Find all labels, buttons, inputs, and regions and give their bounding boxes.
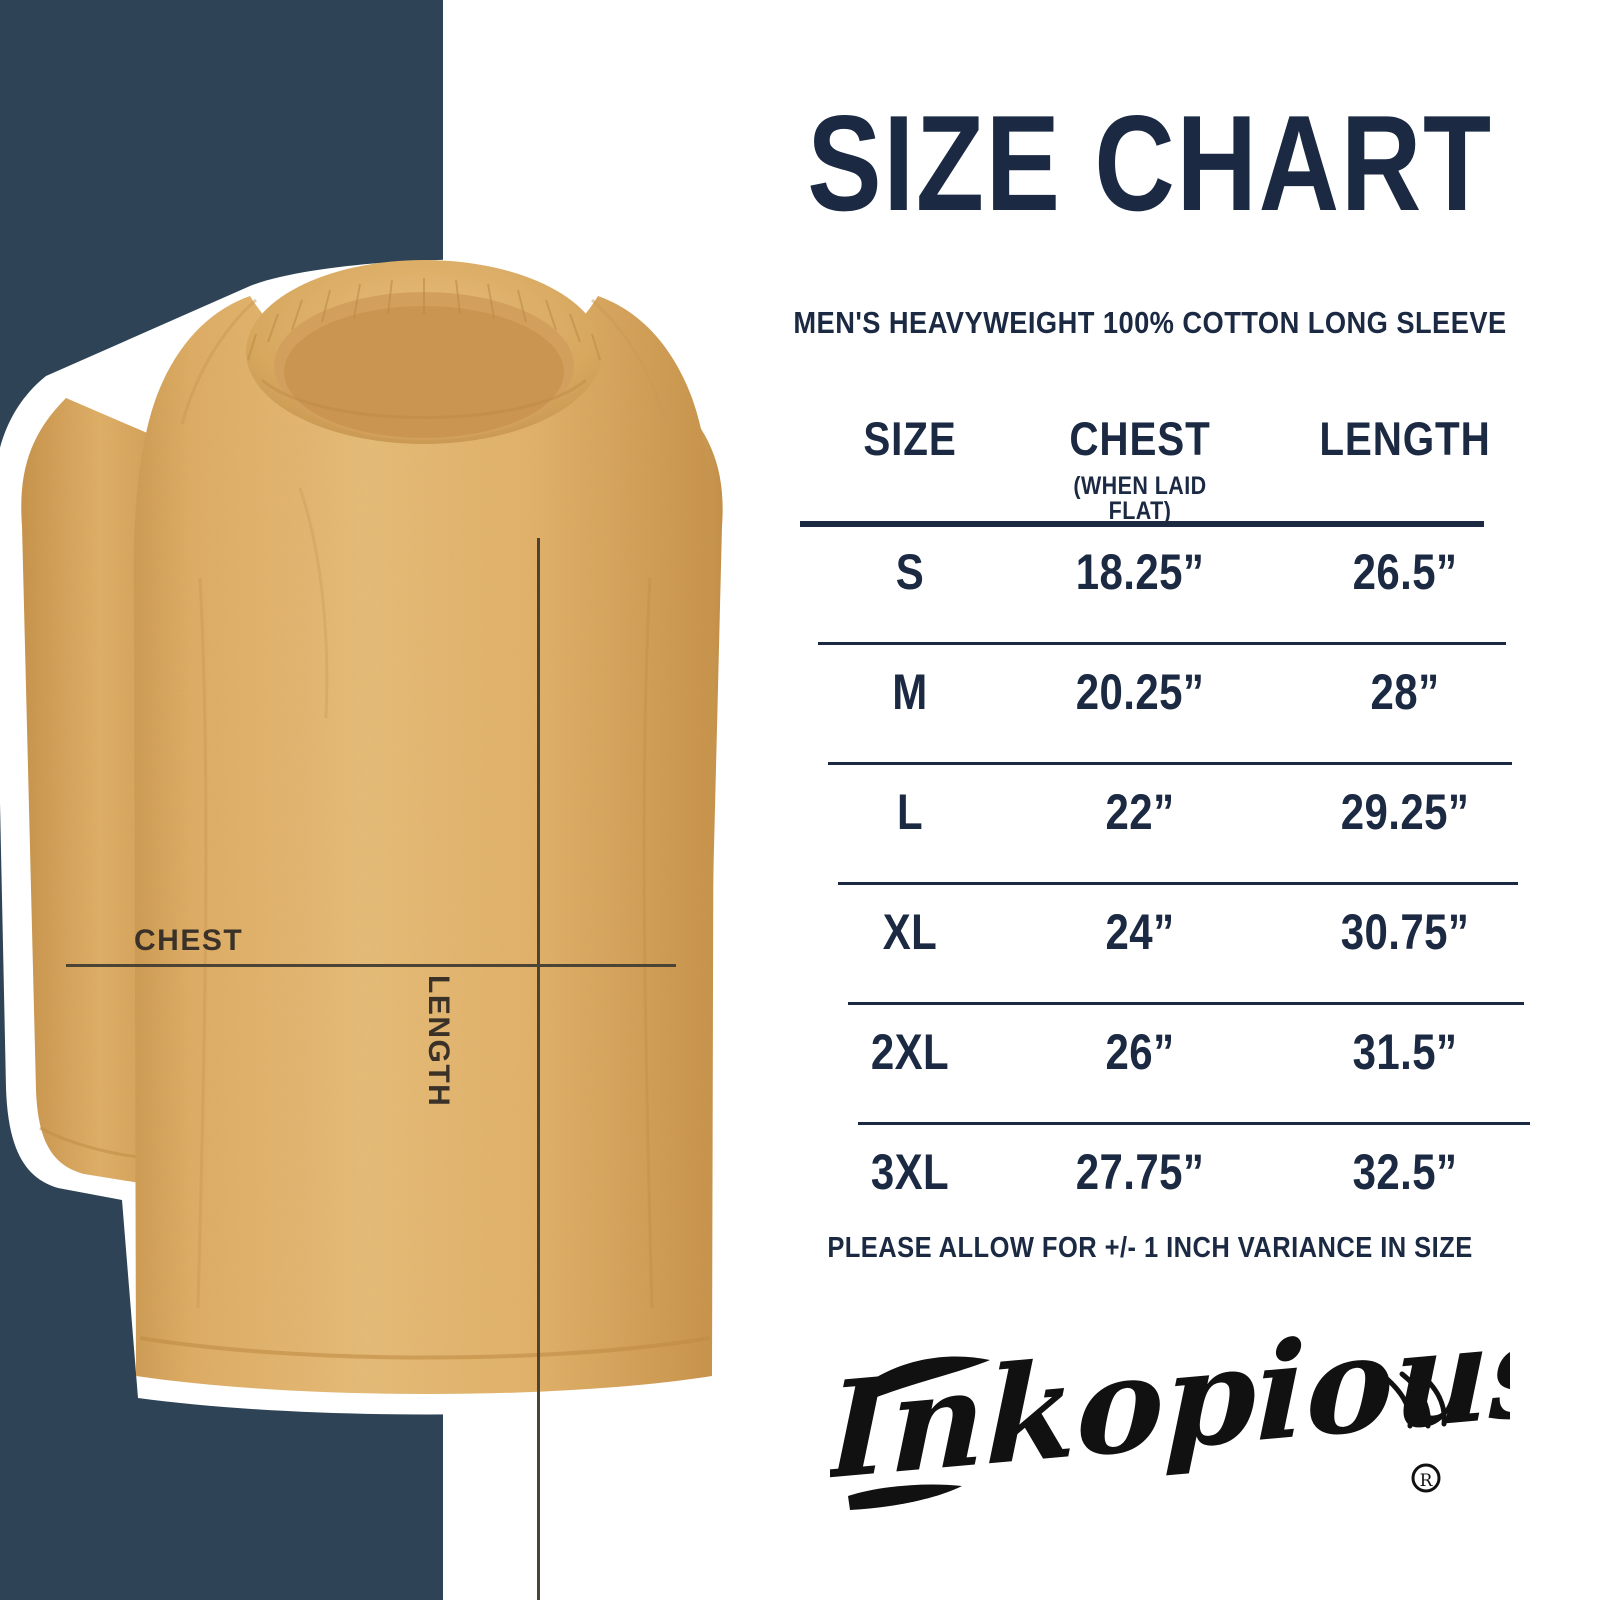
table-row: M 20.25” 28” xyxy=(800,645,1600,765)
cell-length: 26.5” xyxy=(1352,544,1458,600)
table-row: 2XL 26” 31.5” xyxy=(800,1005,1600,1125)
table-body: S 18.25” 26.5” M 20.25” 28” L 22” 29.25” XL 24” 30.… xyxy=(800,525,1600,1245)
row-divider xyxy=(848,1002,1524,1005)
cell-length: 30.75” xyxy=(1340,904,1470,960)
row-divider xyxy=(858,1122,1530,1125)
length-label: LENGTH xyxy=(422,975,455,1108)
logo-flick-bottom xyxy=(848,1484,962,1510)
page-subtitle: MEN'S HEAVYWEIGHT 100% COTTON LONG SLEEV… xyxy=(793,305,1507,340)
cell-chest: 27.75” xyxy=(1075,1144,1205,1200)
table-row: S 18.25” 26.5” xyxy=(800,525,1600,645)
cell-length: 28” xyxy=(1370,664,1440,720)
cell-size: XL xyxy=(882,904,938,960)
registered-trademark-icon: R xyxy=(1411,1463,1441,1493)
cell-size: L xyxy=(896,784,924,840)
cell-size: 2XL xyxy=(870,1024,950,1080)
variance-note: PLEASE ALLOW FOR +/- 1 INCH VARIANCE IN … xyxy=(827,1232,1473,1264)
cell-size: M xyxy=(892,664,928,720)
cell-chest: 20.25” xyxy=(1075,664,1205,720)
logo-brush-script: Inkopious R xyxy=(830,1318,1510,1510)
cell-size: S xyxy=(895,544,925,600)
table-header-row: SIZE CHEST (WHEN LAID FLAT) LENGTH xyxy=(800,415,1600,525)
cell-length: 32.5” xyxy=(1352,1144,1458,1200)
brand-logo: Inkopious R xyxy=(830,1318,1510,1548)
column-header-size: SIZE xyxy=(863,412,957,465)
size-table: SIZE CHEST (WHEN LAID FLAT) LENGTH S 18.2… xyxy=(800,415,1600,1245)
table-row: 3XL 27.75” 32.5” xyxy=(800,1125,1600,1245)
column-header-chest: CHEST (WHEN LAID FLAT) xyxy=(1041,415,1239,524)
table-row: L 22” 29.25” xyxy=(800,765,1600,885)
cell-length: 31.5” xyxy=(1352,1024,1458,1080)
cell-chest: 24” xyxy=(1105,904,1175,960)
product-shirt-image: CHEST LENGTH xyxy=(0,248,880,1600)
shirt-collar xyxy=(246,260,602,444)
chart-content-column: SIZE CHART MEN'S HEAVYWEIGHT 100% COTTON… xyxy=(700,0,1600,1600)
row-divider xyxy=(838,882,1518,885)
page-title: SIZE CHART xyxy=(807,87,1493,239)
cell-size: 3XL xyxy=(870,1144,950,1200)
chest-label: CHEST xyxy=(134,924,244,957)
logo-flick-top xyxy=(858,1356,990,1402)
shirt-hem xyxy=(139,1336,711,1360)
column-header-chest-sublabel: (WHEN LAID FLAT) xyxy=(1073,472,1207,525)
row-divider xyxy=(828,762,1512,765)
column-header-length: LENGTH xyxy=(1319,412,1491,465)
chest-measure-line xyxy=(66,964,676,967)
shirt-body xyxy=(133,296,715,1394)
cell-chest: 18.25” xyxy=(1075,544,1205,600)
svg-text:R: R xyxy=(1420,1471,1434,1491)
row-divider xyxy=(818,642,1506,645)
cell-chest: 22” xyxy=(1105,784,1175,840)
cell-length: 29.25” xyxy=(1340,784,1470,840)
length-measure-line xyxy=(537,538,540,1600)
header-divider xyxy=(800,521,1484,527)
cell-chest: 26” xyxy=(1105,1024,1175,1080)
table-row: XL 24” 30.75” xyxy=(800,885,1600,1005)
